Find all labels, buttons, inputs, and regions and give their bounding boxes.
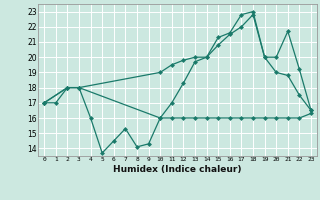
X-axis label: Humidex (Indice chaleur): Humidex (Indice chaleur) [113,165,242,174]
